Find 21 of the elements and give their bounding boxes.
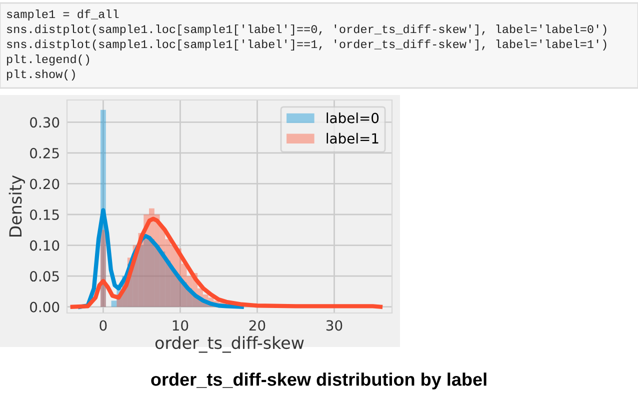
text: plt.legend() [7, 54, 90, 66]
y-axis-title: Density [8, 175, 25, 237]
text: sns.distplot(sample1.loc[sample1['label']==0, 'order_ts_diff-skew'], label='label=0') [6, 24, 606, 36]
y-tick-label: 0.05 [30, 271, 59, 282]
y-tick-label: 0.20 [30, 178, 60, 190]
text: order_ts_diff-skew distribution by label [151, 372, 486, 390]
text: sns.distplot(sample1.loc[sample1['label']==1, 'order_ts_diff-skew'], label='label=1') [6, 40, 606, 50]
y-tick-label: 0.25 [30, 148, 59, 158]
legend-label: label=0 [326, 112, 379, 124]
y-tick-label: 0.00 [30, 302, 60, 312]
x-axis-title: order_ts_diff-skew [155, 336, 304, 353]
text: plt.show() [7, 70, 75, 81]
x-tick-label: 30 [326, 320, 342, 331]
y-tick-label: 0.15 [30, 209, 59, 220]
text: sample1 = df_all [6, 10, 119, 20]
x-tick-label: 0 [100, 320, 107, 331]
x-tick-label: 20 [249, 320, 266, 331]
y-tick-label: 0.10 [30, 240, 60, 251]
y-tick-label: 0.30 [30, 117, 60, 128]
x-tick-label: 10 [172, 320, 188, 331]
legend-label: label=1 [326, 132, 378, 144]
